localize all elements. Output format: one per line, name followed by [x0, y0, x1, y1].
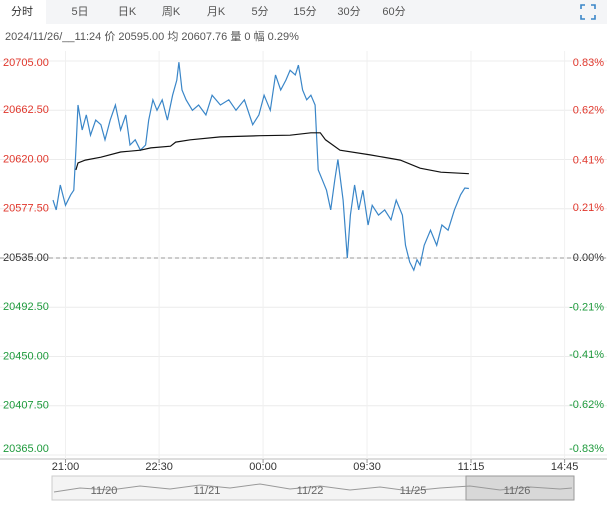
y-tick-label: 20705.00	[3, 57, 49, 69]
price-line	[52, 62, 469, 272]
y-tick-label: 20407.50	[3, 400, 49, 412]
average-line	[75, 132, 469, 175]
y2-tick-label: 0.83%	[573, 57, 604, 69]
y-tick-label: 20450.00	[3, 350, 49, 362]
info-label: 幅	[254, 30, 265, 43]
tab[interactable]: 分时	[11, 5, 33, 18]
y-tick-label: 20535.00	[3, 252, 49, 264]
y-tick-label: 20492.50	[3, 301, 49, 313]
fullscreen-icon[interactable]	[580, 4, 596, 20]
x-tick-label: 00:00	[249, 461, 277, 473]
tab[interactable]: 周K	[162, 5, 181, 18]
info-label: 量	[230, 30, 241, 43]
y2-tick-label: -0.62%	[569, 399, 604, 411]
info-avg: 20607.76	[181, 31, 227, 43]
tab-bar	[0, 0, 607, 24]
info-vol: 0	[244, 31, 250, 43]
tab[interactable]: 5分	[251, 5, 268, 18]
x-tick-label: 09:30	[353, 461, 381, 473]
tab[interactable]: 月K	[207, 6, 226, 18]
info-label: 价	[104, 30, 115, 43]
navigator-label: 11/26	[504, 485, 531, 497]
y-tick-label: 20365.00	[3, 443, 49, 455]
info-label: 均	[167, 30, 178, 43]
tab[interactable]: 日K	[118, 6, 137, 18]
x-tick-label: 14:45	[551, 461, 579, 473]
y-tick-label: 20662.50	[3, 104, 49, 116]
info-amp: 0.29%	[268, 31, 299, 43]
info-price: 20595.00	[118, 31, 164, 43]
y2-tick-label: -0.41%	[569, 349, 604, 361]
y2-tick-label: 0.21%	[573, 202, 604, 214]
y-tick-label: 20620.00	[3, 153, 49, 165]
x-tick-label: 11:15	[458, 461, 485, 473]
navigator-label: 11/21	[194, 485, 221, 497]
navigator-label: 11/22	[297, 485, 324, 497]
tab[interactable]: 30分	[337, 5, 360, 18]
tab[interactable]: 5日	[71, 6, 88, 18]
tab[interactable]: 15分	[293, 5, 316, 18]
info-line: 2024/11/26/__11:24 价 20595.00 均 20607.76…	[5, 30, 299, 43]
active-tab-bg	[0, 0, 46, 24]
navigator-line	[53, 483, 573, 493]
x-tick-label: 21:00	[52, 461, 80, 473]
tab[interactable]: 60分	[382, 5, 405, 18]
y2-tick-label: -0.83%	[569, 443, 604, 455]
x-tick-label: 22:30	[145, 461, 173, 473]
y-tick-label: 20577.50	[3, 203, 49, 215]
y2-tick-label: 0.62%	[573, 105, 604, 117]
navigator-label: 11/20	[91, 485, 118, 497]
navigator-label: 11/25	[400, 485, 427, 497]
fullscreen-glyph[interactable]	[580, 4, 596, 20]
y2-tick-label: 0.41%	[573, 155, 604, 167]
info-time: 2024/11/26/__11:24	[5, 31, 101, 43]
y2-tick-label: -0.21%	[569, 302, 604, 314]
